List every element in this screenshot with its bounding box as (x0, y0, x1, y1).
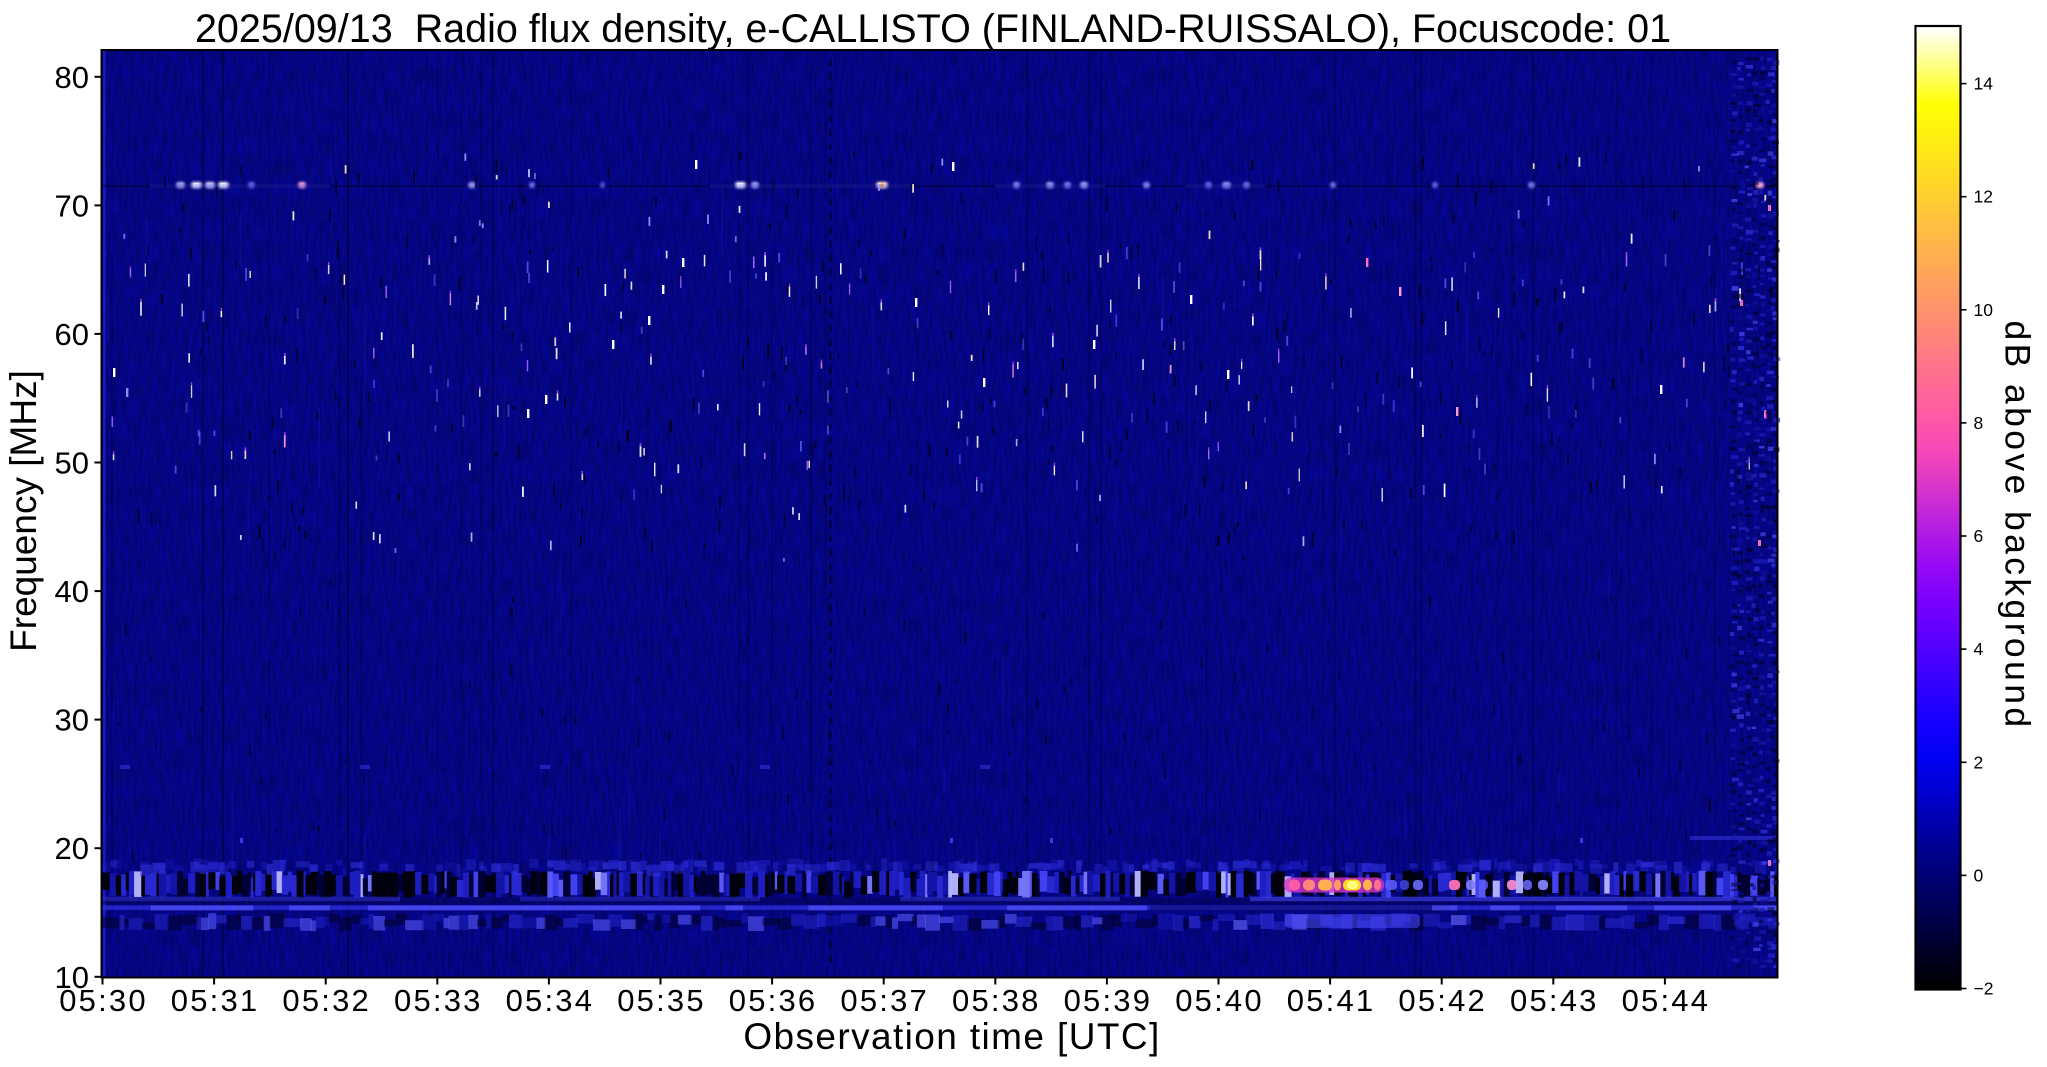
svg-text:−2: −2 (1974, 979, 1994, 999)
svg-text:05:38: 05:38 (952, 983, 1041, 1018)
svg-text:05:32: 05:32 (282, 983, 371, 1018)
svg-text:05:36: 05:36 (729, 983, 818, 1018)
svg-text:Observation time [UTC]: Observation time [UTC] (743, 1016, 1160, 1057)
svg-text:4: 4 (1974, 639, 1984, 659)
svg-text:05:44: 05:44 (1622, 983, 1711, 1018)
svg-text:50: 50 (55, 446, 89, 481)
svg-text:80: 80 (55, 60, 89, 95)
svg-text:12: 12 (1974, 187, 1993, 207)
svg-text:05:37: 05:37 (840, 983, 929, 1018)
svg-text:40: 40 (55, 574, 89, 609)
svg-text:Frequency [MHz]: Frequency [MHz] (3, 370, 44, 652)
svg-text:05:31: 05:31 (171, 983, 260, 1018)
svg-text:10: 10 (1974, 300, 1994, 320)
svg-text:05:30: 05:30 (59, 983, 148, 1018)
svg-text:20: 20 (55, 831, 89, 866)
svg-text:05:34: 05:34 (506, 983, 595, 1018)
svg-text:14: 14 (1974, 74, 1994, 94)
svg-text:05:43: 05:43 (1510, 983, 1599, 1018)
svg-text:05:33: 05:33 (394, 983, 483, 1018)
svg-text:30: 30 (55, 703, 89, 738)
svg-text:70: 70 (55, 188, 89, 223)
svg-text:05:40: 05:40 (1175, 983, 1264, 1018)
svg-text:6: 6 (1974, 526, 1984, 546)
svg-text:8: 8 (1974, 413, 1984, 433)
svg-text:60: 60 (55, 317, 89, 352)
svg-text:05:35: 05:35 (617, 983, 706, 1018)
svg-text:05:41: 05:41 (1287, 983, 1376, 1018)
svg-text:10: 10 (55, 960, 89, 995)
svg-text:05:42: 05:42 (1398, 983, 1487, 1018)
svg-text:2025/09/13 Radio flux density: 2025/09/13 Radio flux density, e-CALLIST… (195, 7, 1671, 51)
svg-text:0: 0 (1974, 865, 1984, 885)
svg-text:dB above background: dB above background (1998, 321, 2038, 731)
svg-text:05:39: 05:39 (1064, 983, 1153, 1018)
svg-text:2: 2 (1974, 752, 1984, 772)
